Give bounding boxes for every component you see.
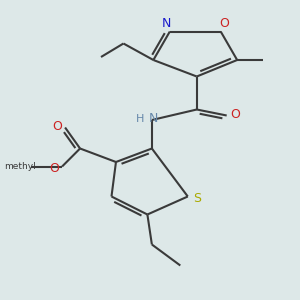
Text: O: O (52, 119, 62, 133)
Text: methyl: methyl (4, 162, 36, 171)
Text: O: O (49, 161, 59, 175)
Text: O: O (219, 16, 229, 30)
Text: S: S (194, 191, 201, 205)
Text: H: H (136, 113, 145, 124)
Text: O: O (231, 107, 241, 121)
Text: N: N (149, 112, 158, 125)
Text: N: N (162, 16, 172, 30)
